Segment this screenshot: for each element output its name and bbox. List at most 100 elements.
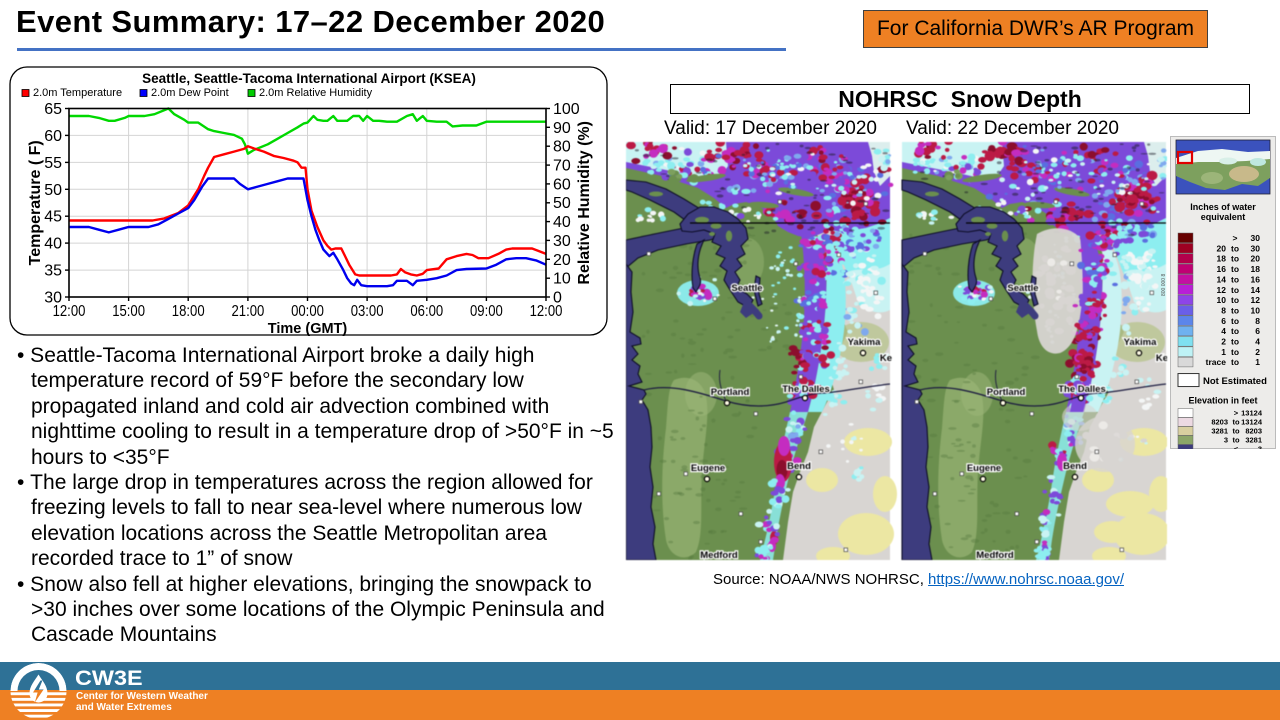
svg-text:to: to [1231,254,1239,264]
svg-text:Yakima: Yakima [1124,337,1157,348]
svg-text:8203: 8203 [1211,418,1228,427]
svg-text:Elevation in feet: Elevation in feet [1188,396,1257,406]
svg-text:to: to [1231,264,1239,274]
svg-text:<: < [1234,445,1239,449]
svg-text:30: 30 [1251,233,1261,243]
svg-text:to: to [1231,337,1239,347]
svg-text:2: 2 [1255,347,1260,357]
svg-text:18:00: 18:00 [172,303,205,320]
svg-text:Portland: Portland [987,387,1026,398]
svg-text:to: to [1231,274,1239,284]
svg-text:45: 45 [44,209,62,226]
svg-text:12:00: 12:00 [53,303,86,320]
svg-text:>: > [1234,409,1239,418]
svg-text:1: 1 [1255,357,1260,367]
svg-text:Time (GMT): Time (GMT) [268,321,348,336]
svg-text:Eugene: Eugene [967,463,1001,474]
svg-text:35: 35 [44,263,62,280]
svg-text:to: to [1231,243,1239,253]
svg-text:09:00: 09:00 [470,303,503,320]
svg-text:6: 6 [1221,316,1226,326]
svg-text:10: 10 [1217,295,1227,305]
svg-text:Seattle: Seattle [731,283,762,294]
svg-text:15:00: 15:00 [112,303,145,320]
svg-text:16: 16 [1217,264,1227,274]
svg-text:2.0m Dew Point: 2.0m Dew Point [151,87,229,99]
svg-text:trace: trace [1206,357,1227,367]
svg-text:Yakima: Yakima [848,337,881,348]
svg-text:to: to [1231,285,1239,295]
svg-text:Temperature ( F): Temperature ( F) [27,140,44,265]
svg-text:30: 30 [1251,243,1261,253]
svg-text:10: 10 [1251,305,1261,315]
svg-text:50: 50 [553,195,571,212]
svg-text:Medford: Medford [700,550,738,560]
svg-text:The Dalles: The Dalles [1058,384,1106,395]
svg-text:60: 60 [44,128,62,145]
svg-text:4: 4 [1255,337,1260,347]
svg-text:to: to [1231,305,1239,315]
svg-text:90: 90 [553,120,571,137]
svg-text:to: to [1232,436,1239,445]
svg-text:Medford: Medford [976,550,1014,560]
svg-text:to: to [1232,427,1239,436]
svg-text:16: 16 [1251,274,1261,284]
svg-text:6: 6 [1255,326,1260,336]
svg-text:10: 10 [553,271,571,288]
svg-text:The Dalles: The Dalles [782,384,830,395]
svg-text:30: 30 [553,233,571,250]
svg-text:to: to [1231,295,1239,305]
svg-text:Relative Humidity (%): Relative Humidity (%) [576,121,593,285]
svg-text:1: 1 [1221,347,1226,357]
svg-text:60: 60 [553,176,571,193]
svg-text:65: 65 [44,101,62,118]
svg-text:Bend: Bend [787,461,811,472]
svg-text:20: 20 [1217,243,1227,253]
svg-text:12:00: 12:00 [530,303,563,320]
svg-text:to: to [1232,418,1239,427]
svg-text:100: 100 [553,101,580,118]
svg-text:to: to [1231,357,1239,367]
svg-text:00:00: 00:00 [291,303,324,320]
svg-text:2.0m Relative Humidity: 2.0m Relative Humidity [259,87,373,99]
svg-text:Ke: Ke [880,353,892,364]
svg-text:to: to [1231,347,1239,357]
svg-text:14: 14 [1251,285,1261,295]
svg-text:>: > [1233,233,1238,243]
svg-text:to: to [1231,316,1239,326]
svg-text:80: 80 [553,139,571,156]
svg-text:18: 18 [1217,254,1227,264]
svg-text:3281: 3281 [1211,427,1228,436]
svg-text:Seattle: Seattle [1007,283,1038,294]
svg-text:4: 4 [1221,326,1226,336]
svg-text:2.0m Temperature: 2.0m Temperature [33,87,122,99]
svg-text:8203: 8203 [1245,427,1262,436]
svg-text:Inches of water: Inches of water [1190,202,1256,212]
svg-text:to: to [1231,326,1239,336]
svg-text:55: 55 [44,155,62,172]
svg-text:21:00: 21:00 [231,303,264,320]
svg-text:18: 18 [1251,264,1261,274]
svg-text:3: 3 [1224,436,1228,445]
svg-text:8: 8 [1255,316,1260,326]
svg-text:Eugene: Eugene [691,463,725,474]
svg-text:Not Estimated: Not Estimated [1203,376,1267,387]
svg-text:40: 40 [44,236,62,253]
svg-text:Seattle, Seattle-Tacoma Intern: Seattle, Seattle-Tacoma International Ai… [142,71,476,86]
svg-text:2: 2 [1221,337,1226,347]
svg-text:Ke: Ke [1156,353,1167,364]
svg-text:12: 12 [1251,295,1261,305]
svg-text:06:00: 06:00 [410,303,443,320]
svg-text:12: 12 [1217,285,1227,295]
svg-text:50: 50 [44,182,62,199]
svg-text:0: 0 [553,290,562,307]
svg-text:13124: 13124 [1241,409,1263,418]
svg-text:70: 70 [553,158,571,175]
svg-text:20: 20 [553,252,571,269]
svg-text:3: 3 [1258,445,1262,449]
svg-text:Bend: Bend [1063,461,1087,472]
svg-text:20: 20 [1251,254,1261,264]
svg-text:8: 8 [1221,305,1226,315]
svg-text:03:00: 03:00 [351,303,384,320]
svg-text:equivalent: equivalent [1201,212,1246,222]
